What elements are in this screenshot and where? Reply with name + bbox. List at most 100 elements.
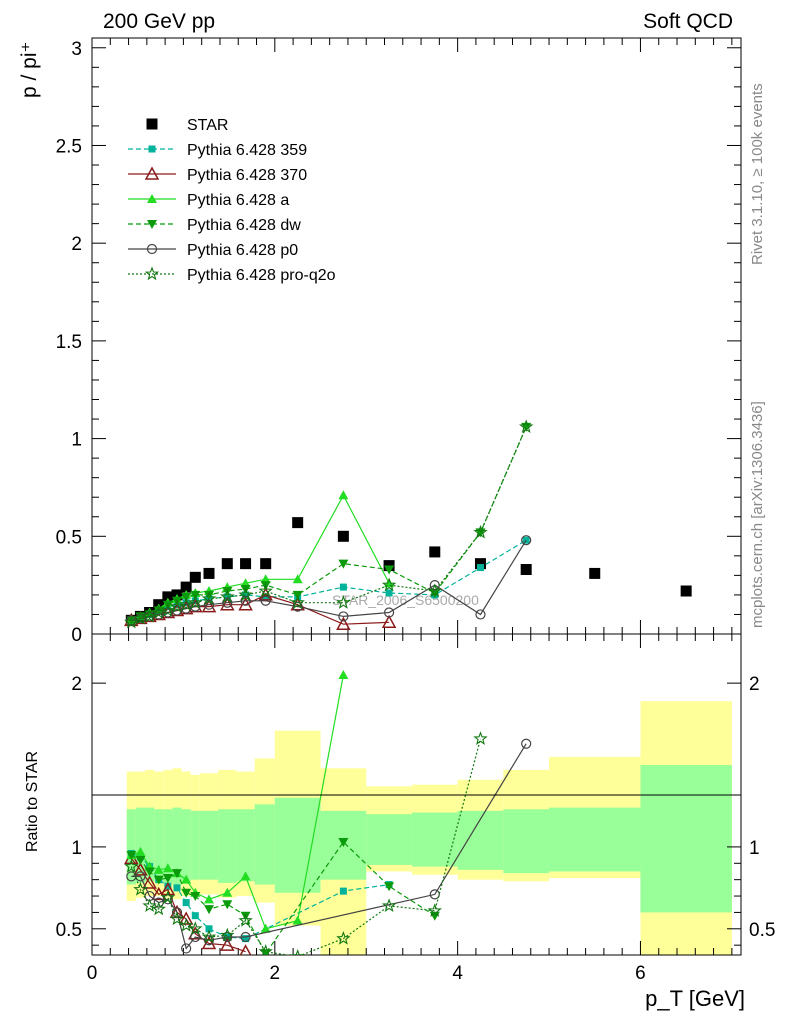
- y-tick-label: 0: [71, 625, 82, 646]
- data-point-5: [338, 611, 349, 622]
- data-point-2: [181, 874, 192, 884]
- data-point-0: [589, 567, 601, 579]
- legend-label: Pythia 6.428 p0: [187, 242, 298, 259]
- data-point-3: [144, 867, 155, 877]
- data-point-1: [476, 564, 484, 572]
- header-left-label: 200 GeV pp: [103, 10, 215, 33]
- data-point-2: [240, 871, 251, 881]
- data-point-0: [182, 899, 190, 907]
- data-point-5: [427, 903, 442, 917]
- data-point-4: [521, 738, 532, 749]
- data-point-0: [680, 585, 692, 597]
- band-green-9: [218, 809, 237, 883]
- data-point-6: [133, 610, 148, 625]
- data-point-1: [220, 937, 235, 951]
- mcplots-credit-label: mcplots.cern.ch [arXiv:1306.3436]: [749, 401, 766, 628]
- data-point-5: [201, 929, 217, 944]
- data-point-4: [240, 931, 251, 943]
- data-point-5: [381, 898, 397, 912]
- data-point-6: [427, 583, 442, 598]
- data-point-3: [384, 882, 395, 892]
- x-axis-title: p_T [GeV]: [645, 986, 745, 1011]
- data-point-0: [221, 558, 233, 570]
- data-point-1: [201, 935, 217, 950]
- ratio-uncertainty-bands: [126, 701, 732, 955]
- y-tick-label: 0.5: [56, 527, 82, 548]
- data-point-3: [338, 490, 349, 500]
- series-line-4: [131, 743, 527, 950]
- data-point-6: [151, 604, 166, 619]
- data-point-6: [290, 595, 305, 609]
- data-point-5: [238, 912, 253, 927]
- data-point-0: [339, 887, 347, 895]
- data-point-0: [162, 591, 174, 603]
- ratio-y-axis-title: Ratio to STAR: [24, 751, 41, 852]
- y-tick-label: 1.5: [56, 332, 82, 353]
- data-point-4: [203, 935, 215, 946]
- data-point-0: [520, 564, 532, 576]
- data-point-4: [338, 559, 349, 569]
- data-point-2: [260, 923, 271, 933]
- data-point-0: [292, 517, 304, 529]
- data-point-0: [173, 884, 181, 892]
- data-point-4: [204, 590, 215, 600]
- rivet-version-label: Rivet 3.1.10, ≥ 100k events: [749, 83, 766, 265]
- data-point-6: [238, 587, 253, 602]
- legend-marker: [144, 166, 160, 180]
- y-tick-label: 2: [71, 234, 82, 255]
- band-green-11: [254, 804, 275, 885]
- data-point-3: [153, 875, 164, 885]
- data-point-3: [162, 874, 173, 884]
- data-point-0: [203, 567, 215, 579]
- data-point-2: [222, 887, 233, 897]
- data-point-1: [385, 589, 393, 597]
- x-tick-label: 6: [635, 963, 646, 984]
- legend-label: Pythia 6.428 359: [187, 142, 307, 159]
- data-point-5: [240, 595, 251, 606]
- data-point-5: [220, 927, 235, 942]
- data-point-6: [201, 591, 217, 605]
- ratio-y-tick-label-right: 1: [749, 838, 760, 859]
- main-panel-series: [124, 419, 692, 630]
- ratio-panel-ticks: 0 2 4 6 0.5 0.5 1 1 2 2: [56, 634, 775, 984]
- band-green-5: [172, 807, 182, 885]
- data-point-4: [126, 616, 137, 626]
- data-point-0: [164, 882, 172, 890]
- data-point-4: [153, 606, 164, 616]
- data-point-4: [222, 931, 233, 943]
- ratio-y-tick-label: 1: [71, 838, 82, 859]
- data-point-2: [153, 864, 164, 874]
- data-point-4: [384, 565, 395, 575]
- legend-marker: [147, 220, 157, 229]
- y-tick-label: 3: [71, 39, 82, 60]
- analysis-watermark: STAR_2006_S6500200: [332, 592, 479, 608]
- data-point-2: [135, 846, 146, 856]
- data-point-5: [151, 901, 166, 916]
- data-point-5: [203, 599, 215, 610]
- data-point-6: [519, 419, 534, 433]
- data-point-1: [239, 944, 252, 955]
- data-point-5: [383, 607, 395, 618]
- band-green-7: [190, 810, 200, 880]
- data-point-2: [336, 616, 351, 630]
- data-point-4: [429, 889, 440, 900]
- band-green-4: [163, 809, 173, 883]
- header-right-label: Soft QCD: [643, 10, 733, 33]
- data-point-5: [124, 859, 139, 873]
- data-point-0: [337, 530, 349, 542]
- data-point-3: [338, 837, 349, 847]
- legend-label: Pythia 6.428 dw: [187, 217, 301, 234]
- data-point-3: [190, 892, 201, 902]
- data-point-4: [181, 943, 192, 954]
- data-point-6: [336, 595, 351, 609]
- data-point-0: [242, 935, 250, 943]
- data-point-6: [178, 597, 194, 611]
- data-point-5: [521, 535, 532, 546]
- series-line-5: [130, 738, 482, 955]
- x-tick-label: 0: [87, 963, 98, 984]
- band-green-15: [411, 812, 458, 867]
- data-point-3: [222, 900, 233, 910]
- data-point-3: [172, 869, 183, 879]
- data-point-0: [205, 925, 213, 933]
- data-point-6: [169, 599, 185, 613]
